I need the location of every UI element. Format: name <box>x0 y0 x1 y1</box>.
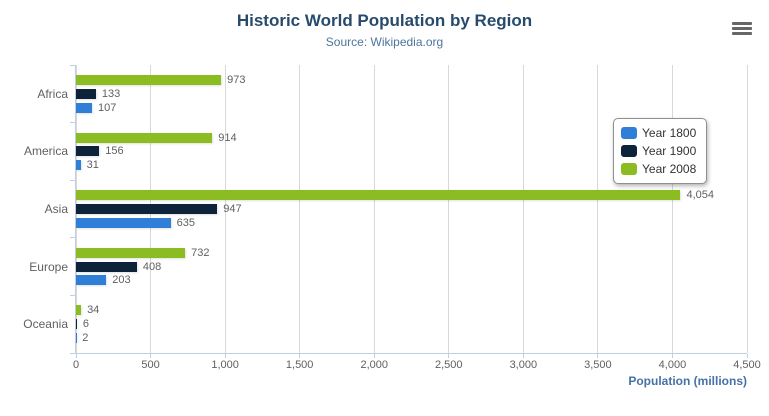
y-axis-line <box>75 65 76 353</box>
bar-oceania-year-2008[interactable] <box>76 305 82 316</box>
data-label: 156 <box>105 145 124 158</box>
x-axis-tick <box>597 354 599 358</box>
gridline <box>224 65 226 353</box>
x-axis-tick <box>671 354 673 358</box>
x-axis-tick <box>150 354 152 358</box>
legend-item-label: Year 2008 <box>642 162 697 176</box>
x-axis-line <box>75 353 747 354</box>
gridline <box>448 65 450 353</box>
x-axis-tick-label: 500 <box>141 359 160 371</box>
x-axis-tick <box>448 354 450 358</box>
bar-europe-year-1800[interactable] <box>76 275 107 286</box>
y-axis-tick <box>70 122 75 124</box>
data-label: 2 <box>82 332 89 344</box>
x-axis-tick <box>299 354 301 358</box>
y-axis-tick <box>70 179 75 181</box>
x-axis-tick-label: 4,000 <box>658 359 687 371</box>
gridline <box>597 65 599 353</box>
data-label: 107 <box>97 101 117 114</box>
bar-america-year-1900[interactable] <box>76 146 100 157</box>
legend-symbol <box>621 163 637 175</box>
gridline <box>373 65 375 353</box>
bar-africa-year-1800[interactable] <box>76 102 92 113</box>
data-label: 732 <box>191 246 210 259</box>
legend-symbol <box>621 127 637 139</box>
x-axis-tick <box>75 354 77 358</box>
legend-item-label: Year 1800 <box>642 126 697 140</box>
y-axis-tick <box>70 64 75 66</box>
bar-america-year-1800[interactable] <box>76 160 81 171</box>
category-label: Asia <box>44 202 68 216</box>
x-axis-tick-label: 4,500 <box>733 359 761 371</box>
bar-europe-year-2008[interactable] <box>76 247 186 258</box>
chart-title: Historic World Population by Region <box>236 11 533 30</box>
y-axis-tick <box>70 294 75 296</box>
category-label: Oceania <box>23 317 68 332</box>
x-axis-tick-label: 0 <box>72 359 80 371</box>
gridline <box>522 65 524 353</box>
data-label: 914 <box>218 131 237 144</box>
data-label: 34 <box>87 304 100 317</box>
bar-oceania-year-1900[interactable] <box>76 319 77 330</box>
x-axis-tick-label: 2,500 <box>435 359 463 371</box>
bar-oceania-year-1800[interactable] <box>76 333 77 343</box>
bar-africa-year-1900[interactable] <box>76 88 96 99</box>
data-label: 203 <box>112 274 131 287</box>
legend-item-year-2008[interactable]: Year 2008 <box>621 160 696 178</box>
legend-item-year-1900[interactable]: Year 1900 <box>621 142 696 160</box>
bar-asia-year-1800[interactable] <box>76 217 171 228</box>
x-axis-title: Population (millions) <box>628 374 747 388</box>
x-axis-tick-label: 3,000 <box>509 359 538 371</box>
bar-africa-year-2008[interactable] <box>76 75 222 85</box>
x-axis-tick-label: 3,500 <box>584 359 612 371</box>
data-label: 4,054 <box>686 189 715 202</box>
bar-asia-year-2008[interactable] <box>76 190 681 201</box>
legend-symbol <box>621 145 637 157</box>
hamburger-bar <box>732 22 752 25</box>
data-label: 6 <box>82 318 90 331</box>
y-axis-tick <box>70 237 75 239</box>
data-label: 947 <box>223 203 242 215</box>
gridline <box>299 65 301 353</box>
legend: Year 1800 Year 1900 Year 2008 <box>613 118 708 184</box>
legend-item-year-1800[interactable]: Year 1800 <box>621 124 696 142</box>
data-label: 973 <box>227 74 246 86</box>
chart-subtitle: Source: Wikipedia.org <box>325 35 444 49</box>
x-axis-tick <box>522 354 524 358</box>
x-axis-tick <box>224 354 226 358</box>
x-axis-tick-label: 2,000 <box>360 359 388 371</box>
hamburger-bar <box>732 27 752 30</box>
data-label: 133 <box>101 87 121 100</box>
category-label: Europe <box>29 259 68 274</box>
category-label: Africa <box>37 86 68 101</box>
gridline <box>671 65 673 353</box>
data-label: 635 <box>176 216 196 229</box>
data-label: 408 <box>142 260 162 273</box>
bar-asia-year-1900[interactable] <box>76 204 218 214</box>
x-axis-tick-label: 1,500 <box>285 359 314 371</box>
y-axis-tick <box>70 352 75 354</box>
hamburger-bar <box>732 32 752 35</box>
bar-europe-year-1900[interactable] <box>76 261 137 272</box>
hamburger-icon[interactable] <box>732 22 752 36</box>
data-label: 31 <box>86 159 99 172</box>
x-axis-tick-label: 1,000 <box>211 359 239 371</box>
bar-america-year-2008[interactable] <box>76 132 213 143</box>
gridline <box>746 65 748 353</box>
x-axis-tick <box>373 354 375 358</box>
category-label: America <box>23 144 68 159</box>
x-axis-tick <box>746 354 748 358</box>
legend-item-label: Year 1900 <box>642 144 697 158</box>
